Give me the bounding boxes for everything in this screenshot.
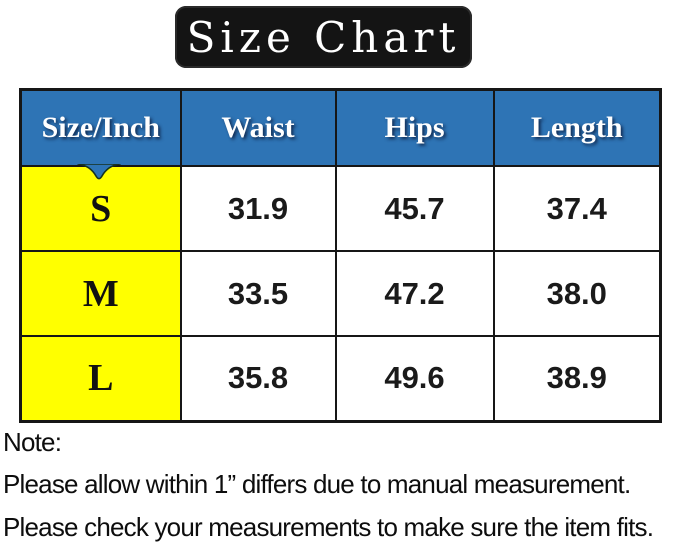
hips-value-l: 49.6 [334, 335, 495, 422]
col-header-hips: Hips [334, 88, 495, 167]
col-header-size-inch: Size/Inch [19, 88, 182, 167]
note-line-1: Please allow within 1” differs due to ma… [3, 469, 631, 499]
col-header-length: Length [492, 88, 662, 167]
notes-section: Note: Please allow within 1” differs due… [3, 427, 675, 549]
table-header-row: Size/Inch Waist Hips Length [19, 88, 662, 167]
table-row: L 35.8 49.6 38.9 [19, 335, 662, 422]
note-line-2: Please check your measurements to make s… [3, 512, 654, 542]
hips-value-s: 45.7 [334, 165, 495, 252]
size-cell-s: S [19, 165, 182, 252]
page-title: Size Chart [186, 12, 461, 62]
size-cell-l: L [19, 335, 182, 422]
size-chart-title-badge: Size Chart [175, 6, 472, 68]
size-table: Size/Inch Waist Hips Length S 31.9 45.7 … [19, 88, 662, 423]
hips-value-m: 47.2 [334, 250, 495, 337]
size-cell-m: M [19, 250, 182, 337]
waist-value-s: 31.9 [179, 165, 337, 252]
waist-value-l: 35.8 [179, 335, 337, 422]
col-header-waist: Waist [179, 88, 337, 167]
length-value-l: 38.9 [492, 335, 662, 422]
length-value-s: 37.4 [492, 165, 662, 252]
table-row: S 31.9 45.7 37.4 [19, 165, 662, 252]
waist-value-m: 33.5 [179, 250, 337, 337]
length-value-m: 38.0 [492, 250, 662, 337]
note-heading: Note: [3, 427, 62, 457]
table-row: M 33.5 47.2 38.0 [19, 250, 662, 337]
